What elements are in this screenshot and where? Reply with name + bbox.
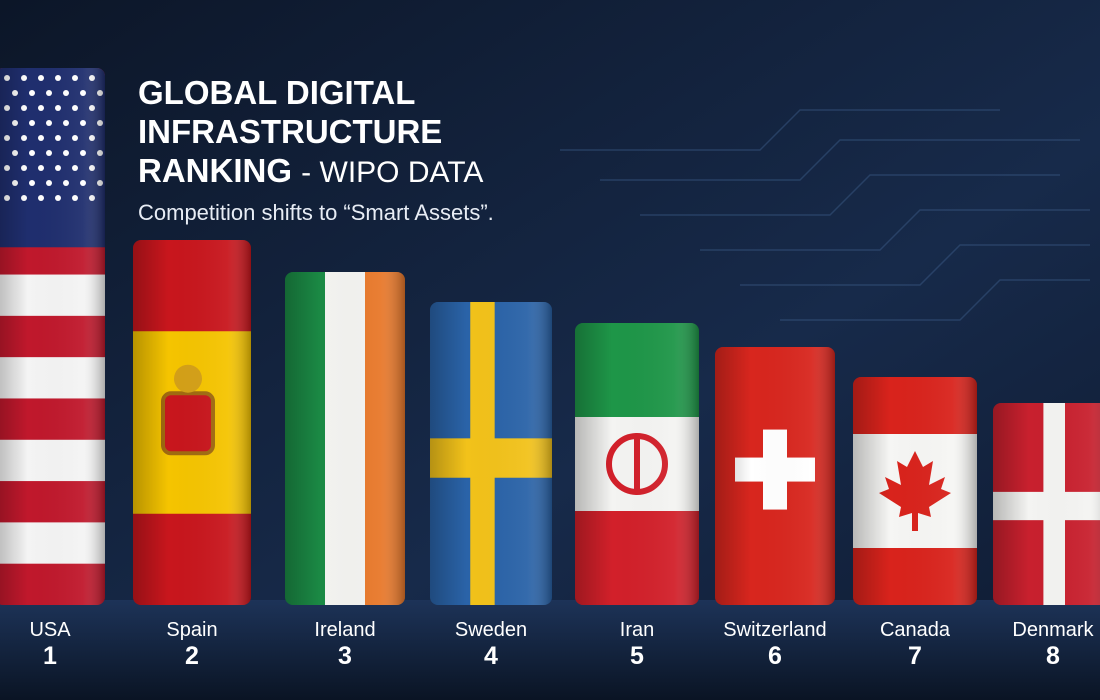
country-name: Iran xyxy=(620,619,654,641)
country-rank: 7 xyxy=(908,642,922,670)
flag-bar xyxy=(133,240,251,605)
flag-bar xyxy=(993,403,1100,605)
bar-shade xyxy=(853,377,977,605)
title-line: RANKING - WIPO DATA xyxy=(138,152,483,189)
country-name: Denmark xyxy=(1012,619,1094,641)
country-name: Canada xyxy=(880,619,951,641)
bar-shade xyxy=(575,323,699,605)
country-rank: 5 xyxy=(630,642,644,670)
bar-shade xyxy=(285,272,405,605)
title-suffix: - WIPO DATA xyxy=(301,156,483,189)
country-rank: 2 xyxy=(185,642,199,670)
country-name: Ireland xyxy=(314,619,375,641)
floor xyxy=(0,600,1100,700)
flag-bar xyxy=(430,302,552,605)
bar-shade xyxy=(993,403,1100,605)
country-name: USA xyxy=(29,619,71,641)
country-name: Sweden xyxy=(455,619,527,641)
flag-bar xyxy=(715,347,835,605)
bar-shade xyxy=(133,240,251,605)
flag-bar xyxy=(285,272,405,605)
subtitle: Competition shifts to “Smart Assets”. xyxy=(138,200,494,225)
country-rank: 3 xyxy=(338,642,352,670)
bar-shade xyxy=(430,302,552,605)
title-line: INFRASTRUCTURE xyxy=(138,113,442,150)
country-rank: 8 xyxy=(1046,642,1060,670)
country-name: Spain xyxy=(166,619,217,641)
country-name: Switzerland xyxy=(723,619,826,641)
bar-shade xyxy=(715,347,835,605)
flag-bar xyxy=(575,323,699,605)
flag-bar xyxy=(0,68,105,605)
bar-shade xyxy=(0,68,105,605)
country-rank: 1 xyxy=(43,642,57,670)
title-line: GLOBAL DIGITAL xyxy=(138,74,415,111)
country-rank: 6 xyxy=(768,642,782,670)
country-rank: 4 xyxy=(484,642,498,670)
flag-bar xyxy=(853,377,977,605)
title-line: RANKING xyxy=(138,152,292,189)
circuit-lines xyxy=(560,109,1090,321)
